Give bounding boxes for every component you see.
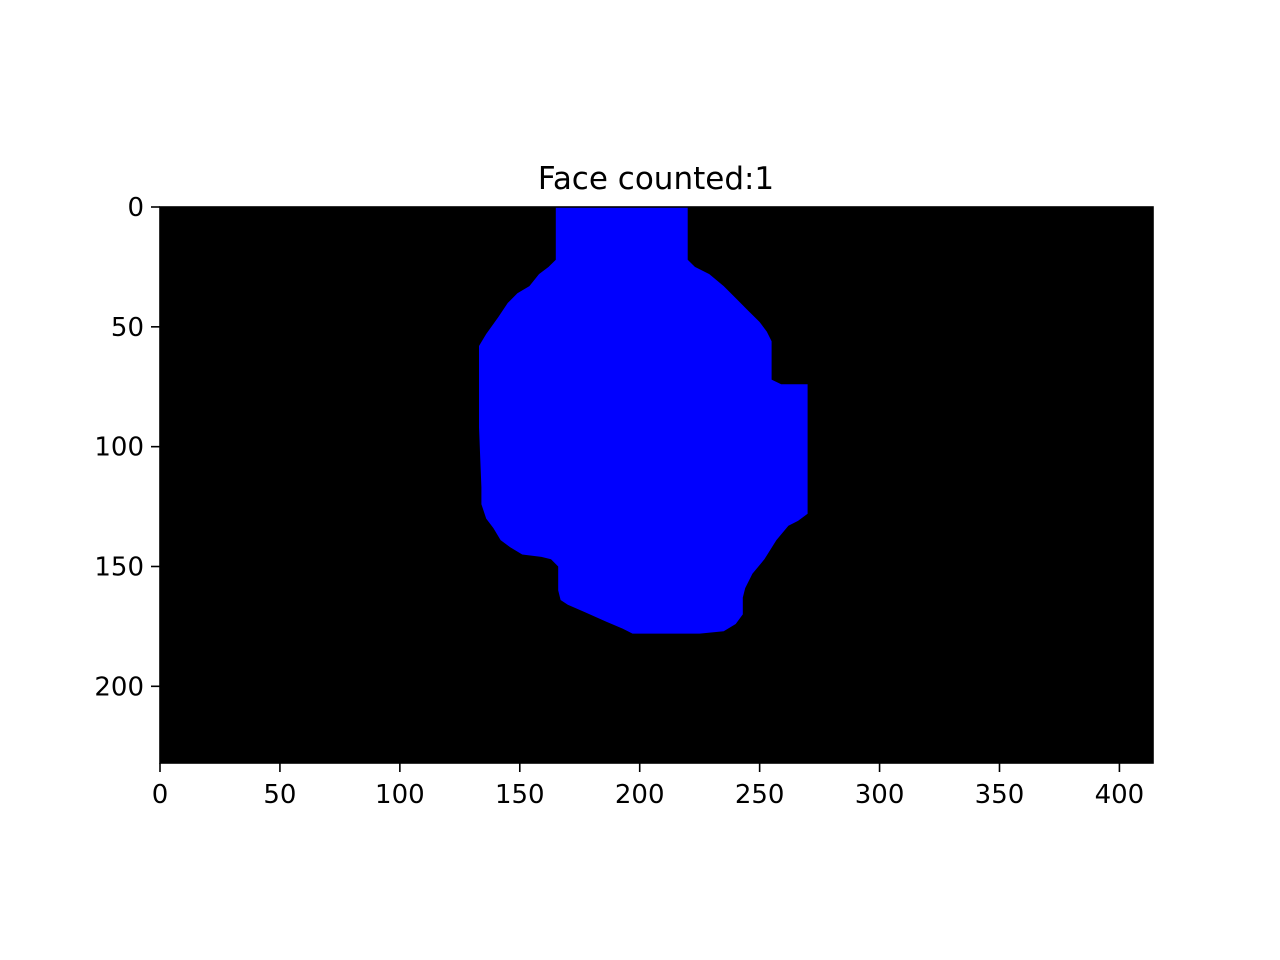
x-tick-label-200: 200	[615, 780, 665, 810]
x-tick-label-250: 250	[735, 780, 785, 810]
y-tick-label-0: 0	[127, 193, 144, 223]
x-tick-label-400: 400	[1095, 780, 1145, 810]
chart-title: Face counted:1	[538, 161, 774, 197]
axes: 0 50 100 150 200 250 300 350 400 0 50 100 150 200	[94, 193, 1154, 810]
x-tick-label-50: 50	[263, 780, 296, 810]
x-tick-label-100: 100	[375, 780, 425, 810]
x-tick-label-150: 150	[495, 780, 545, 810]
axes-frame	[159, 206, 1154, 764]
x-tick-label-350: 350	[975, 780, 1025, 810]
mask-region-1	[479, 207, 808, 634]
x-tick-label-300: 300	[855, 780, 905, 810]
plot-area	[160, 207, 1153, 763]
y-tick-label-150: 150	[94, 552, 144, 582]
y-tick-label-50: 50	[111, 313, 144, 343]
x-tick-label-0: 0	[152, 780, 169, 810]
y-tick-label-200: 200	[94, 672, 144, 702]
y-tick-label-100: 100	[94, 433, 144, 463]
